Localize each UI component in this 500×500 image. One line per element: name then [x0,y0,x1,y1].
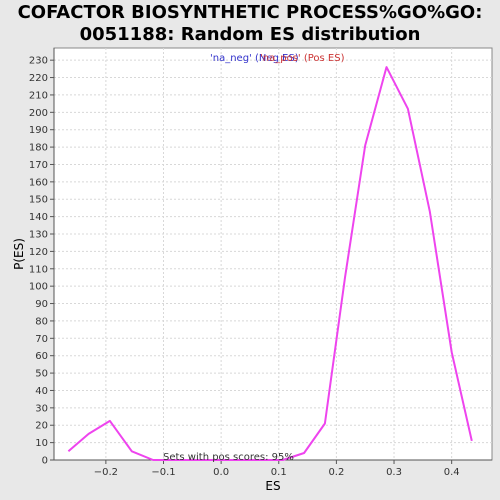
y-tick-label: 110 [29,264,48,275]
x-tick-label: 0.2 [328,467,344,478]
y-tick-label: 90 [35,299,48,310]
x-tick-label: 0.3 [386,467,402,478]
chart-title-line2: 0051188: Random ES distribution [79,24,421,45]
y-tick-label: 10 [35,438,48,449]
y-tick-label: 150 [29,195,48,206]
y-tick-label: 160 [29,177,48,188]
y-tick-label: 180 [29,143,48,154]
series-layer [67,66,473,461]
y-tick-label: 40 [35,386,48,397]
y-tick-label: 100 [29,282,48,293]
y-tick-label: 20 [35,421,48,432]
x-axis-title: ES [265,479,280,493]
x-tick-label: −0.2 [94,467,118,478]
y-tick-label: 200 [29,108,48,119]
y-tick-label: 50 [35,369,48,380]
x-tick-label: 0.0 [213,467,229,478]
y-tick-label: 130 [29,230,48,241]
y-tick-label: 30 [35,403,48,414]
y-tick-label: 120 [29,247,48,258]
y-tick-label: 60 [35,351,48,362]
y-tick-label: 210 [29,90,48,101]
y-tick-label: 190 [29,125,48,136]
axes: 0 10 20 30 40 50 60 70 80 90 100 110 120 130 140 150 160… [29,48,492,478]
y-tick-label: 80 [35,316,48,327]
y-tick-label: 140 [29,212,48,223]
series-line [67,66,473,461]
annotation-pos-scores: Sets with pos scores: 95% [163,452,294,463]
legend-entry-neg: 'na_neg' (Neg ES) [210,53,299,64]
y-tick-label: 230 [29,56,48,67]
legend: 'na_neg' (Neg ES) 'na_pos' (Pos ES) [210,53,345,64]
legend-entry-pos: 'na_pos' (Pos ES) [260,53,345,64]
y-tick-label: 70 [35,334,48,345]
y-tick-label: 170 [29,160,48,171]
y-tick-label: 220 [29,73,48,84]
x-tick-label: 0.4 [444,467,460,478]
y-axis-title: P(ES) [12,238,26,270]
x-tick-label: −0.1 [151,467,175,478]
chart-title-line1: COFACTOR BIOSYNTHETIC PROCESS%GO%GO: [17,2,483,23]
chart-title: COFACTOR BIOSYNTHETIC PROCESS%GO%GO: 005… [0,2,500,46]
x-tick-label: 0.1 [271,467,287,478]
plot-area [53,47,493,461]
grid [54,48,492,461]
y-tick-label: 0 [42,456,48,467]
